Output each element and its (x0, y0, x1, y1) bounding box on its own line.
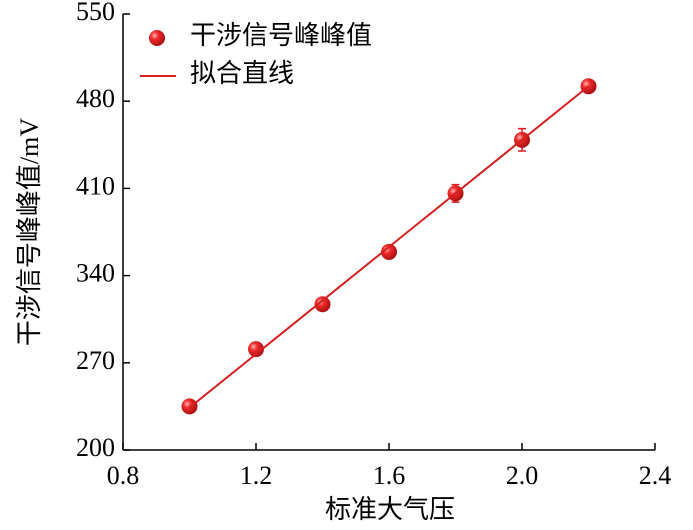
data-point (381, 243, 397, 260)
legend-label: 拟合直线 (190, 59, 294, 88)
legend-marker (149, 30, 165, 46)
y-tick-label: 340 (76, 259, 115, 288)
data-point (248, 341, 264, 358)
fit-line (188, 85, 590, 409)
x-tick-label: 2.0 (506, 461, 539, 490)
x-tick-label: 1.2 (240, 461, 273, 490)
legend-label: 干涉信号峰峰值 (190, 21, 372, 50)
y-tick-label: 480 (76, 84, 115, 113)
y-tick-label: 200 (76, 433, 115, 462)
x-tick-label: 0.8 (107, 461, 140, 490)
data-point (314, 296, 331, 313)
y-tick-label: 550 (76, 0, 115, 26)
x-axis-label: 标准大气压 (325, 495, 455, 524)
y-tick-label: 410 (76, 171, 115, 200)
x-tick-label: 1.6 (373, 461, 406, 490)
y-axis-label: 干涉信号峰峰值/mV (15, 118, 44, 346)
x-tick-label: 2.4 (639, 461, 672, 490)
y-tick-label: 270 (76, 346, 115, 375)
